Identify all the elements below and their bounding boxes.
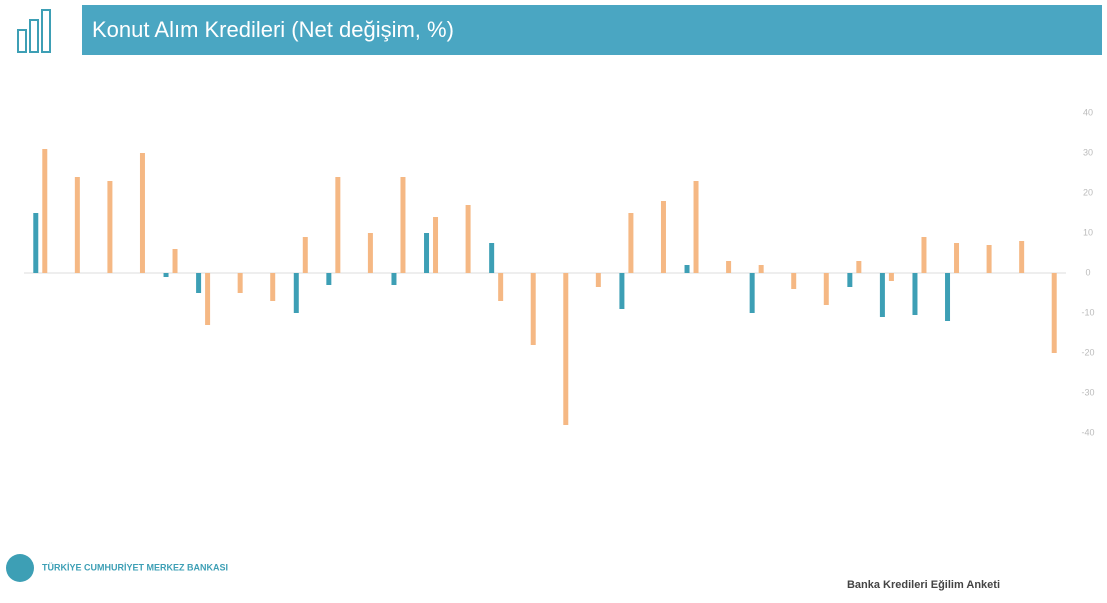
y-tick-label: 30: [1083, 147, 1093, 157]
bar: [693, 181, 699, 273]
bar: [758, 265, 764, 273]
y-tick-label: -40: [1081, 427, 1094, 437]
survey-name: Banka Kredileri Eğilim Anketi: [847, 579, 1000, 591]
bar: [823, 273, 829, 305]
title-bar: [82, 5, 1102, 55]
y-tick-label: 10: [1083, 227, 1093, 237]
bar: [749, 273, 755, 313]
bar: [237, 273, 243, 293]
bar: [563, 273, 569, 425]
bar: [465, 205, 471, 273]
bar: [921, 237, 927, 273]
bar: [293, 273, 299, 313]
y-tick-label: 0: [1085, 267, 1090, 277]
bar: [33, 213, 39, 273]
icon: [17, 9, 51, 53]
y-tick-label: 20: [1083, 187, 1093, 197]
bar: [726, 261, 732, 273]
bar: [628, 213, 634, 273]
bar: [847, 273, 853, 287]
bar: [945, 273, 951, 321]
bar: [660, 201, 666, 273]
bar: [335, 177, 341, 273]
bar: [1051, 273, 1057, 353]
bar: [326, 273, 332, 285]
bar: [619, 273, 625, 309]
bar: [74, 177, 80, 273]
bar: [888, 273, 894, 281]
bar: [489, 243, 495, 273]
bar: [42, 149, 48, 273]
bar: [139, 153, 145, 273]
bar: [302, 237, 308, 273]
bank-name: TÜRKİYE CUMHURİYET MERKEZ BANKASI: [42, 562, 228, 572]
bar: [196, 273, 202, 293]
bar: [424, 233, 430, 273]
bar: [912, 273, 918, 315]
bar: [391, 273, 397, 285]
bar: [498, 273, 504, 301]
bar: [107, 181, 113, 273]
bar: [433, 217, 439, 273]
bar: [856, 261, 862, 273]
bar: [367, 233, 373, 273]
logo: [6, 554, 34, 582]
bar: [986, 245, 992, 273]
bar: [954, 243, 960, 273]
bar: [205, 273, 211, 325]
y-tick-label: -20: [1081, 347, 1094, 357]
y-tick-label: -30: [1081, 387, 1094, 397]
bar: [400, 177, 406, 273]
chart-title: Konut Alım Kredileri (Net değişim, %): [92, 17, 454, 42]
y-tick-label: 40: [1083, 107, 1093, 117]
bar: [684, 265, 690, 273]
bar: [879, 273, 885, 317]
bar: [791, 273, 797, 289]
bar: [530, 273, 536, 345]
bar: [172, 249, 178, 273]
bar: [1019, 241, 1025, 273]
y-tick-label: -10: [1081, 307, 1094, 317]
bar: [163, 273, 169, 277]
bar: [270, 273, 276, 301]
bar: [595, 273, 601, 287]
